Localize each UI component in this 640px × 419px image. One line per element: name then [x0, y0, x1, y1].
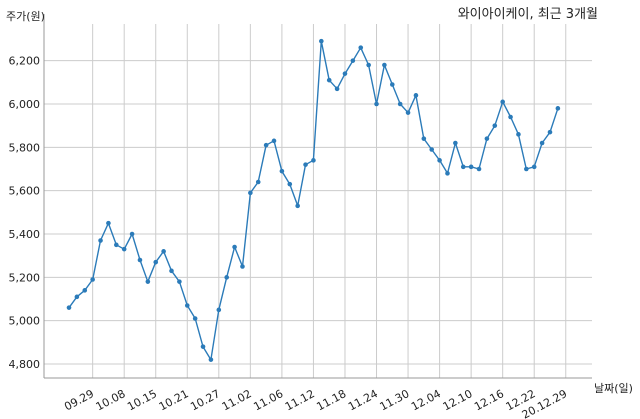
x-tick-label: 10.08: [94, 387, 128, 413]
data-point: [342, 71, 348, 76]
data-point: [287, 181, 293, 187]
data-point: [90, 277, 95, 282]
y-tick-label: 5,400: [9, 228, 41, 241]
x-axis-title: 날짜(일): [594, 381, 633, 395]
x-tick-label: 12.16: [472, 387, 506, 413]
x-tick-label: 11.18: [314, 387, 348, 413]
data-point: [445, 171, 450, 176]
data-point: [177, 279, 182, 284]
data-point: [429, 147, 435, 152]
data-point: [492, 123, 498, 128]
data-point: [82, 288, 88, 293]
data-point: [208, 357, 214, 362]
data-point: [397, 101, 403, 107]
data-point: [453, 140, 458, 146]
data-point: [303, 162, 308, 167]
x-tick-label: 11.12: [283, 387, 317, 413]
data-point: [524, 166, 529, 172]
data-point: [476, 166, 482, 172]
y-tick-label: 4,800: [9, 358, 41, 371]
y-tick-label: 5,600: [9, 185, 41, 198]
data-point: [382, 62, 387, 68]
data-point: [468, 164, 474, 170]
data-point: [319, 38, 324, 44]
data-point: [263, 142, 269, 148]
data-point: [311, 158, 316, 163]
data-point: [350, 58, 356, 63]
x-tick-label: 11.02: [220, 387, 254, 413]
x-tick-label: 12.10: [441, 387, 475, 413]
data-point: [248, 190, 253, 196]
data-point: [421, 136, 427, 141]
data-point: [516, 132, 521, 137]
data-point: [374, 101, 379, 107]
data-point: [98, 238, 103, 243]
data-point: [137, 257, 143, 263]
data-point: [161, 249, 166, 254]
data-point: [240, 264, 245, 269]
series-layer: [66, 38, 561, 362]
data-point: [531, 164, 537, 170]
data-point: [389, 82, 395, 87]
x-tick-label: 12.04: [409, 387, 443, 413]
data-point: [224, 275, 229, 280]
data-point: [279, 168, 285, 174]
data-point: [192, 316, 198, 321]
y-tick-label: 5,800: [9, 141, 41, 154]
data-point: [66, 305, 72, 310]
y-tick-label: 6,000: [9, 98, 41, 111]
data-point: [74, 294, 80, 300]
x-tick-label: 11.24: [346, 387, 380, 413]
data-point: [129, 231, 135, 237]
data-point: [460, 164, 466, 170]
data-point: [184, 303, 190, 308]
data-point: [539, 140, 545, 146]
grid-layer: [44, 24, 592, 378]
data-point: [358, 45, 364, 50]
data-point: [547, 129, 553, 135]
x-tick-label: 11.30: [378, 387, 412, 413]
x-tick-label: 10.27: [188, 387, 222, 413]
data-point: [500, 99, 505, 105]
data-point: [326, 77, 332, 83]
data-point: [106, 220, 111, 226]
x-tick-label: 11.06: [251, 387, 285, 413]
chart-title: 와이아이케이, 최근 3개월: [458, 7, 598, 22]
data-point: [413, 93, 419, 98]
data-point: [366, 62, 371, 68]
data-point: [405, 110, 411, 115]
data-point: [555, 106, 561, 111]
data-point: [334, 86, 340, 92]
data-point: [121, 246, 127, 252]
data-point: [200, 344, 206, 349]
data-point: [169, 268, 174, 274]
y-tick-label: 5,000: [9, 315, 41, 328]
data-point: [114, 242, 119, 248]
data-point: [255, 179, 261, 185]
y-tick-label: 6,200: [9, 55, 41, 68]
data-point: [153, 259, 159, 265]
data-point: [232, 244, 237, 250]
data-point: [295, 203, 300, 209]
x-tick-label: 10.15: [125, 387, 159, 413]
x-tick-label: 10.21: [157, 387, 191, 413]
axis-layer: [43, 14, 592, 379]
y-axis-title: 주가(원): [6, 10, 45, 23]
data-point: [216, 307, 222, 313]
data-point: [437, 158, 442, 163]
data-point: [271, 138, 277, 144]
x-tick-label: 09.29: [62, 387, 96, 413]
data-point: [508, 114, 513, 120]
data-point: [484, 136, 490, 141]
y-tick-label: 5,200: [9, 271, 41, 284]
data-point: [145, 279, 151, 284]
